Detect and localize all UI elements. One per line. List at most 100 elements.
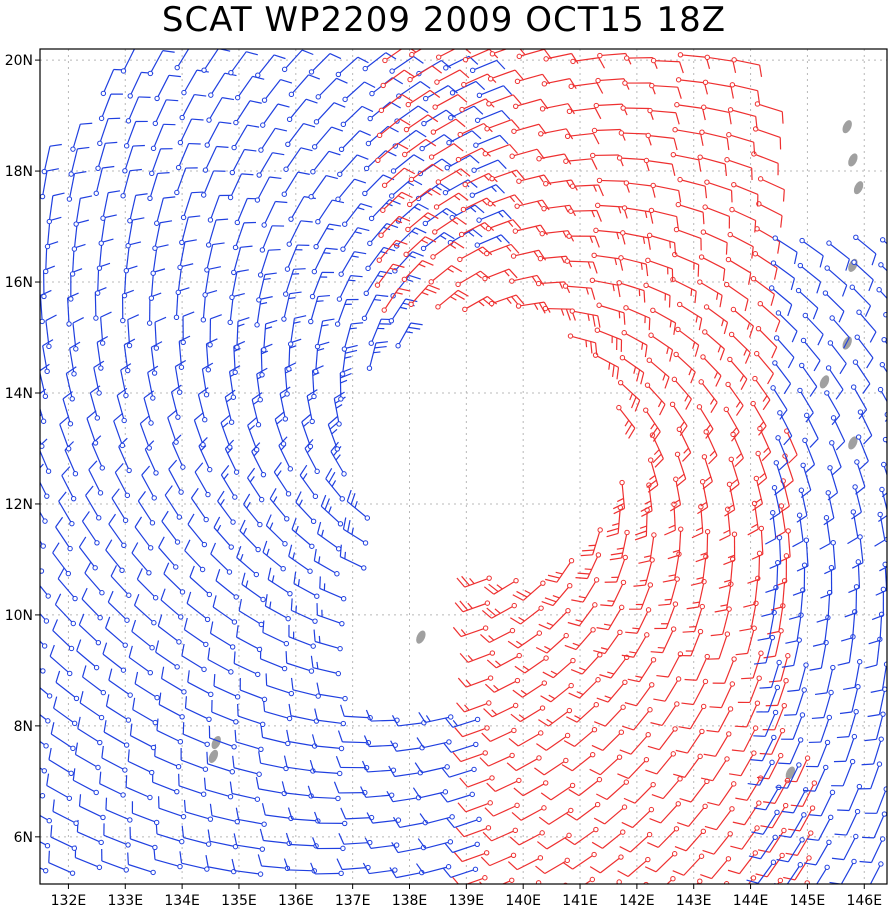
wind-barb: [125, 96, 151, 124]
lon-label: 139E: [449, 893, 485, 909]
wind-barb: [375, 142, 409, 164]
wind-barb: [213, 674, 241, 700]
wind-barb: [282, 268, 306, 297]
wind-barb: [695, 528, 711, 563]
wind-barb: [229, 269, 249, 301]
wind-barb: [127, 193, 148, 224]
wind-barb: [430, 118, 466, 135]
wind-barb: [570, 652, 603, 675]
wind-barb: [484, 802, 520, 817]
wind-barb: [71, 219, 89, 252]
wind-barb: [584, 876, 596, 884]
wind-barb: [335, 178, 367, 202]
wind-barb: [127, 852, 156, 876]
wind-barb: [704, 806, 735, 831]
wind-barb: [314, 318, 335, 350]
wind-barb: [167, 409, 179, 445]
wind-barb: [338, 130, 371, 153]
wind-barb: [644, 851, 678, 873]
wind-barb: [858, 761, 883, 790]
wind-barb: [703, 731, 732, 757]
wind-barb: [782, 453, 794, 489]
wind-barb: [403, 114, 439, 133]
wind-barb: [570, 57, 606, 69]
wind-barb: [753, 784, 782, 811]
wind-barb: [152, 99, 179, 127]
wind-barb: [346, 489, 371, 521]
wind-barb: [77, 716, 103, 746]
lon-label: 143E: [676, 893, 712, 909]
wind-barb: [365, 246, 396, 272]
wind-barb: [198, 437, 213, 473]
wind-barb: [78, 613, 102, 646]
wind-barb: [707, 631, 731, 660]
wind-barb: [754, 101, 784, 124]
wind-barb: [310, 655, 342, 677]
wind-barb: [452, 875, 488, 884]
wind-barb: [201, 49, 231, 73]
wind-barb: [103, 720, 130, 748]
wind-barb: [824, 390, 841, 426]
wind-barb: [774, 553, 790, 587]
wind-barb: [456, 575, 492, 588]
lat-label: 10N: [5, 608, 33, 624]
wind-barb: [833, 733, 858, 763]
wind-barb: [204, 242, 225, 273]
wind-barb: [98, 93, 123, 122]
wind-barb: [339, 344, 358, 377]
wind-barb: [415, 182, 451, 202]
wind-barb: [606, 504, 623, 538]
wind-barb: [247, 416, 260, 453]
wind-barb: [593, 629, 623, 655]
wind-barb: [238, 598, 265, 628]
wind-barb: [123, 120, 148, 149]
wind-barb: [516, 49, 552, 60]
wind-barb: [215, 569, 239, 600]
wind-barb: [378, 94, 413, 114]
wind-barb: [59, 416, 72, 452]
wind-barb: [783, 855, 812, 881]
wind-barb: [673, 351, 696, 384]
wind-barb: [750, 276, 775, 306]
wind-barb: [752, 475, 764, 511]
wind-barb: [76, 639, 100, 671]
wind-barb: [417, 838, 454, 849]
wind-barb: [152, 220, 173, 251]
wind-barb: [625, 607, 652, 634]
wind-barb: [139, 415, 152, 451]
wind-barb: [340, 105, 374, 128]
wind-barb: [816, 864, 830, 884]
wind-barb: [731, 57, 763, 77]
wind-barb: [534, 757, 569, 776]
wind-barb: [435, 168, 471, 185]
wind-barb: [851, 484, 862, 520]
wind-barb: [848, 559, 861, 594]
wind-barb: [515, 301, 551, 314]
wind-barb: [723, 531, 738, 566]
wind-barb: [755, 450, 768, 487]
wind-barb: [170, 384, 182, 420]
wind-barb: [369, 77, 404, 97]
wind-barb: [212, 595, 238, 625]
wind-barb: [755, 852, 785, 878]
wind-barb: [110, 565, 132, 598]
wind-barb: [837, 783, 863, 812]
wind-barb: [205, 854, 237, 875]
wind-barb: [203, 777, 234, 800]
wind-barb: [568, 208, 602, 222]
wind-barb: [773, 335, 795, 369]
wind-barb: [697, 154, 728, 177]
wind-barb: [336, 275, 363, 302]
wind-barb: [381, 167, 416, 188]
wind-barb: [260, 725, 291, 747]
wind-barb: [283, 147, 313, 172]
wind-barb: [746, 859, 777, 884]
wind-barb: [99, 311, 112, 346]
wind-barb: [443, 741, 479, 753]
wind-barb: [133, 593, 157, 626]
lon-label: 134E: [164, 893, 200, 909]
wind-barb: [681, 678, 709, 706]
wind-barb: [161, 510, 181, 545]
wind-barb: [698, 254, 726, 281]
wind-barb: [489, 169, 525, 182]
